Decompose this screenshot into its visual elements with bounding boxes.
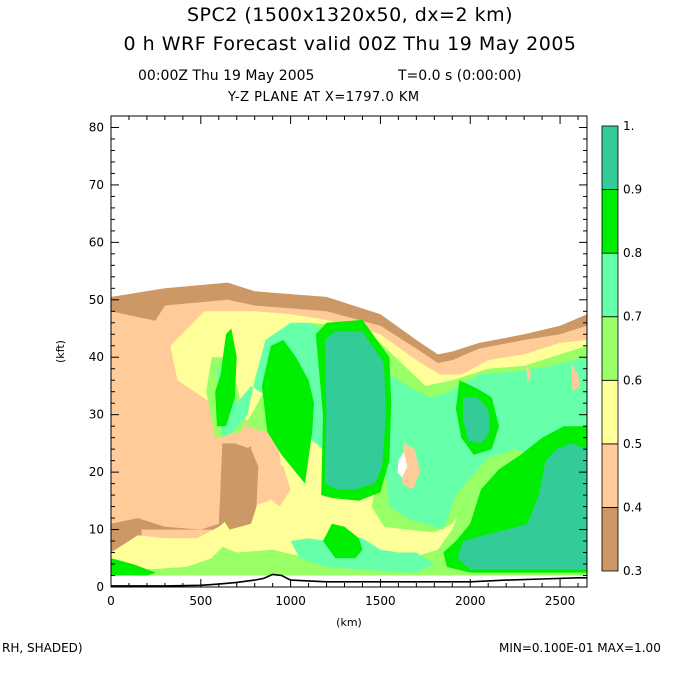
x-tick-label: 0 bbox=[107, 594, 115, 608]
rh-region-22 bbox=[570, 363, 580, 392]
model-time-label: T=0.0 s (0:00:00) bbox=[398, 68, 522, 84]
rh-region-15 bbox=[111, 558, 156, 576]
colorbar-swatch bbox=[601, 507, 619, 572]
terrain-line bbox=[111, 573, 587, 587]
colorbar-swatch bbox=[601, 316, 619, 381]
terrain-profile bbox=[111, 573, 587, 587]
axes: 0 500 1000 1500 2000 2500 0 10 20 30 40 50 60 70 80 (km… bbox=[54, 115, 587, 629]
field-label: RH, SHADED) bbox=[2, 641, 83, 655]
colorbar-label: 0.7 bbox=[623, 310, 642, 324]
rh-region-9 bbox=[217, 322, 587, 530]
rh-region-19 bbox=[463, 397, 490, 444]
x-tick-label: 2500 bbox=[545, 594, 576, 608]
colorbar-swatch bbox=[601, 125, 619, 190]
colorbar-swatch bbox=[601, 379, 619, 445]
y-tick-label: 20 bbox=[89, 465, 104, 479]
colorbar-label: 0.5 bbox=[623, 437, 642, 451]
rh-region-18 bbox=[324, 331, 386, 490]
plane-label: Y-Z PLANE AT X=1797.0 KM bbox=[228, 90, 420, 105]
rh-region-23 bbox=[525, 363, 532, 384]
colorbar-label: 0.6 bbox=[623, 373, 642, 387]
rh-region-20 bbox=[457, 443, 587, 570]
colorbar-label: 0.9 bbox=[623, 183, 642, 197]
colorbar-label: 0.4 bbox=[623, 500, 642, 514]
colorbar-swatch bbox=[601, 189, 619, 254]
y-tick-label: 10 bbox=[89, 523, 104, 537]
y-tick-label: 30 bbox=[89, 408, 104, 422]
x-tick-label: 1000 bbox=[275, 594, 306, 608]
rh-region-21 bbox=[402, 443, 420, 490]
colorbar-label: 1. bbox=[623, 119, 634, 133]
rh-region-5 bbox=[265, 460, 291, 507]
rh-shaded-field bbox=[111, 282, 587, 576]
y-tick-label: 60 bbox=[89, 235, 104, 249]
y-tick-label: 0 bbox=[96, 580, 104, 594]
colorbar: 0.3 0.4 0.5 0.6 0.7 0.8 0.9 1. bbox=[601, 119, 642, 578]
rh-region-11 bbox=[261, 340, 314, 484]
rh-region-16 bbox=[215, 328, 237, 427]
chart-title-line2: 0 h WRF Forecast valid 00Z Thu 19 May 20… bbox=[123, 33, 577, 55]
rh-hole-0 bbox=[397, 452, 408, 478]
plot-frame bbox=[110, 115, 588, 588]
colorbar-label: 0.8 bbox=[623, 246, 642, 260]
valid-time-label: 00:00Z Thu 19 May 2005 bbox=[138, 68, 315, 84]
colorbar-label: 0.3 bbox=[623, 564, 642, 578]
x-tick-label: 500 bbox=[189, 594, 212, 608]
x-tick-label: 2000 bbox=[455, 594, 486, 608]
x-tick-label: 1500 bbox=[365, 594, 396, 608]
y-tick-label: 40 bbox=[89, 350, 104, 364]
y-tick-label: 70 bbox=[89, 178, 104, 192]
minmax-label: MIN=0.100E-01 MAX=1.00 bbox=[499, 641, 661, 655]
rh-region-12 bbox=[323, 523, 363, 559]
x-axis-label: (km) bbox=[336, 616, 362, 629]
y-axis-label: (kft) bbox=[54, 340, 67, 363]
y-tick-label: 80 bbox=[89, 120, 104, 134]
colorbar-swatch bbox=[601, 443, 619, 508]
colorbar-swatch bbox=[601, 252, 619, 318]
rh-region-6 bbox=[220, 443, 259, 530]
chart-title-line1: SPC2 (1500x1320x50, dx=2 km) bbox=[186, 4, 514, 26]
y-tick-label: 50 bbox=[89, 293, 104, 307]
